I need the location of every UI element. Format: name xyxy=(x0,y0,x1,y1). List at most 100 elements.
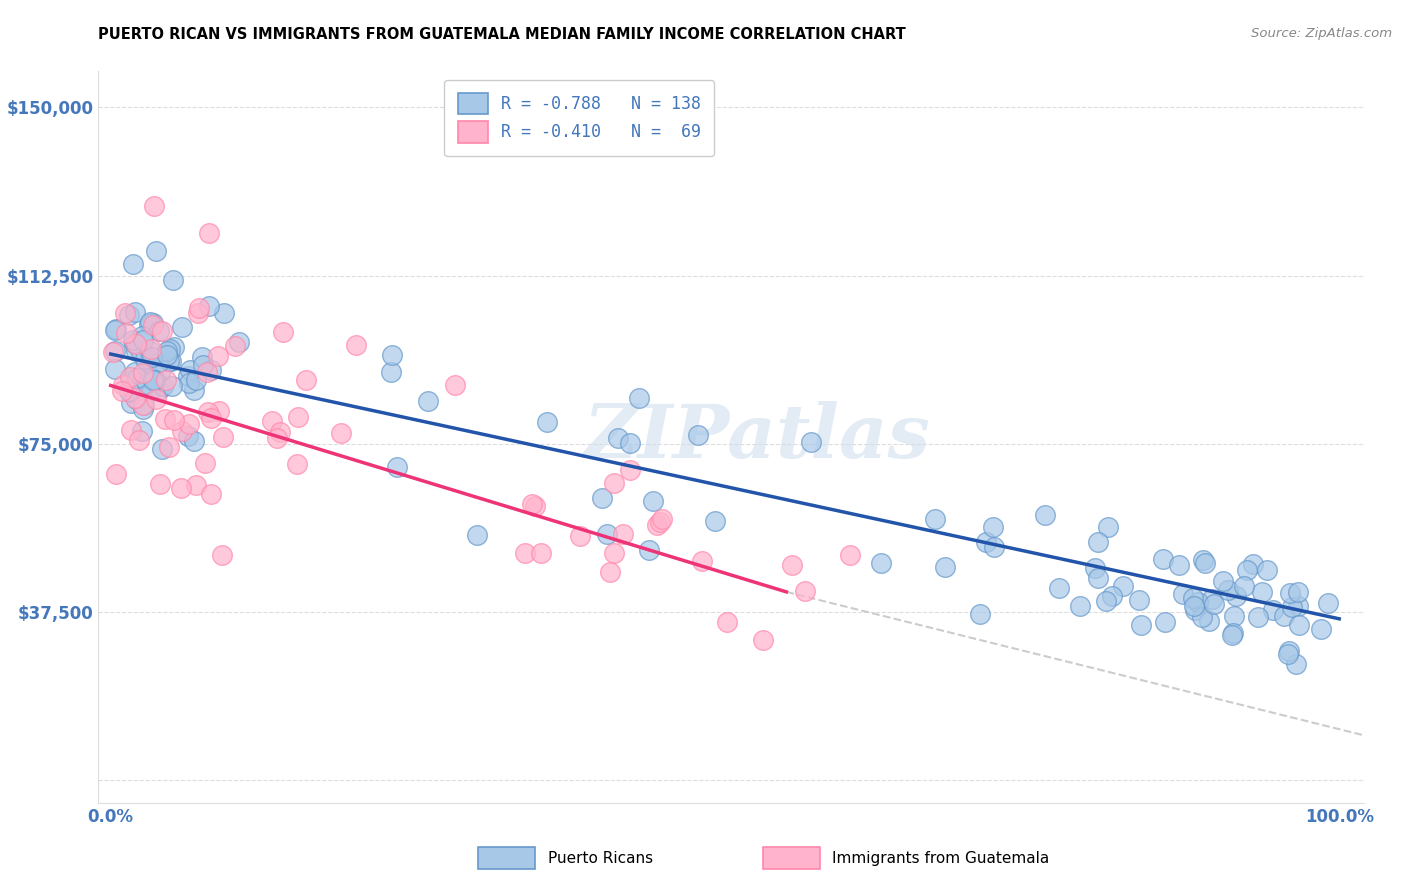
Point xyxy=(104,344,127,359)
Point xyxy=(924,512,946,526)
Point xyxy=(191,358,214,372)
Point xyxy=(111,377,134,392)
Point xyxy=(120,396,142,410)
Point xyxy=(416,393,439,408)
Point xyxy=(131,424,153,438)
Point xyxy=(200,411,222,425)
Point xyxy=(135,376,157,391)
Point xyxy=(179,362,201,376)
Point xyxy=(131,401,153,416)
Point xyxy=(271,325,294,339)
Point xyxy=(1128,593,1150,607)
Point xyxy=(690,554,713,568)
Point xyxy=(344,338,367,352)
Point xyxy=(228,335,250,350)
Point xyxy=(1181,591,1204,606)
Point xyxy=(1112,579,1135,593)
Point xyxy=(131,366,153,380)
Point xyxy=(139,315,162,329)
Point xyxy=(983,519,1005,533)
Point xyxy=(260,414,283,428)
Point xyxy=(515,546,537,560)
Point xyxy=(1281,599,1303,614)
Point xyxy=(1247,609,1270,624)
Point xyxy=(1191,609,1213,624)
Point xyxy=(170,482,193,496)
Point xyxy=(287,409,309,424)
Point xyxy=(530,546,553,560)
Text: ZIPatlas: ZIPatlas xyxy=(583,401,929,474)
Point xyxy=(1216,582,1239,597)
Point xyxy=(146,355,169,369)
Point xyxy=(105,322,128,336)
Point xyxy=(1222,626,1244,640)
Point xyxy=(142,316,165,330)
Point xyxy=(156,348,179,362)
Point xyxy=(128,433,150,447)
Point xyxy=(704,514,727,528)
Point xyxy=(122,336,145,351)
Point xyxy=(1225,589,1247,603)
Point xyxy=(1263,603,1285,617)
FancyBboxPatch shape xyxy=(478,847,534,869)
Point xyxy=(1212,574,1234,588)
Point xyxy=(131,328,153,343)
Point xyxy=(1047,581,1070,595)
Point xyxy=(269,425,291,439)
Point xyxy=(139,351,162,366)
Point xyxy=(194,456,217,470)
Point xyxy=(170,320,193,334)
Point xyxy=(120,423,142,437)
Point xyxy=(145,392,167,406)
Point xyxy=(1171,587,1194,601)
Point xyxy=(1201,591,1223,606)
Point xyxy=(443,378,465,392)
Point xyxy=(211,430,233,444)
Legend: R = -0.788   N = 138, R = -0.410   N =  69: R = -0.788 N = 138, R = -0.410 N = 69 xyxy=(444,79,714,156)
Point xyxy=(157,354,180,368)
Point xyxy=(145,374,167,388)
Point xyxy=(1256,563,1278,577)
Point xyxy=(148,383,170,397)
Point xyxy=(104,322,127,336)
Point xyxy=(200,487,222,501)
Point xyxy=(122,257,145,271)
Point xyxy=(124,392,146,406)
Point xyxy=(197,299,219,313)
Point xyxy=(1084,560,1107,574)
Point xyxy=(983,540,1005,554)
Point xyxy=(149,477,172,491)
Point xyxy=(1087,571,1109,585)
Point xyxy=(118,370,141,384)
Point xyxy=(619,463,641,477)
Point xyxy=(120,385,142,400)
Point xyxy=(139,384,162,398)
Point xyxy=(160,379,183,393)
Point xyxy=(188,301,211,315)
Point xyxy=(197,365,219,379)
Point xyxy=(266,431,288,445)
Text: Immigrants from Guatemala: Immigrants from Guatemala xyxy=(832,851,1050,866)
Point xyxy=(1187,595,1209,609)
Point xyxy=(974,534,997,549)
Point xyxy=(190,350,212,364)
Point xyxy=(177,417,200,431)
Point xyxy=(157,440,180,454)
Point xyxy=(643,494,665,508)
Point xyxy=(1202,597,1225,611)
Point xyxy=(648,516,671,530)
Point xyxy=(132,333,155,347)
Point xyxy=(1192,553,1215,567)
Point xyxy=(155,373,177,387)
Point xyxy=(1286,599,1309,613)
Point xyxy=(1154,615,1177,630)
Point xyxy=(160,353,183,368)
Point xyxy=(1272,608,1295,623)
Point xyxy=(1069,599,1091,614)
Point xyxy=(285,458,308,472)
Point xyxy=(612,527,634,541)
Point xyxy=(651,512,673,526)
Point xyxy=(208,404,231,418)
Point xyxy=(124,337,146,351)
Point xyxy=(138,344,160,359)
